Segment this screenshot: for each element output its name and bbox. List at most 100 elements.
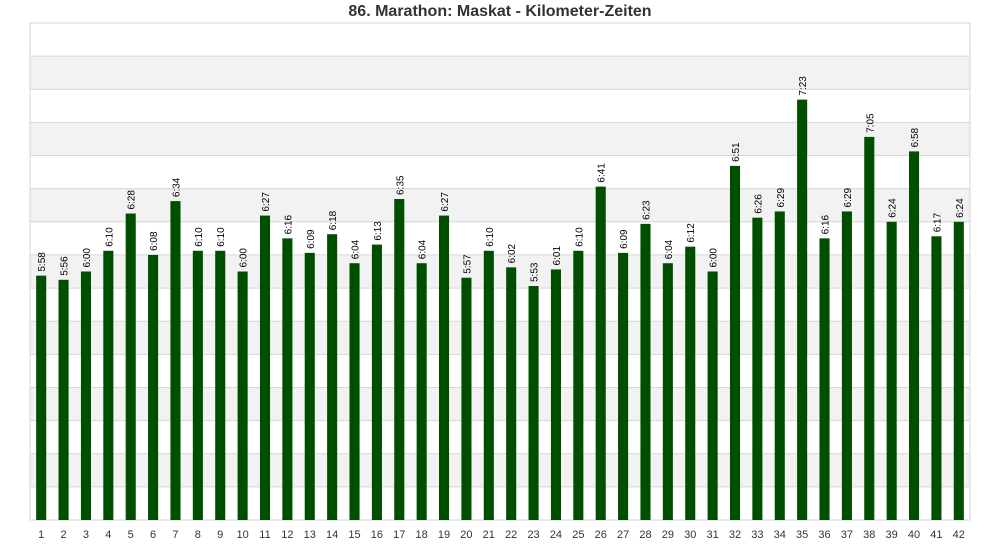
x-tick-label: 1 <box>38 529 44 541</box>
bar <box>886 221 897 521</box>
data-label: 5:53 <box>530 262 541 282</box>
data-label: 6:17 <box>932 212 943 232</box>
bar <box>841 211 852 520</box>
data-label: 7:05 <box>865 113 876 133</box>
data-label: 6:10 <box>485 227 496 247</box>
x-tick-label: 12 <box>281 529 293 541</box>
data-label: 5:57 <box>462 254 473 274</box>
data-label: 5:56 <box>60 256 71 276</box>
bar <box>416 263 427 520</box>
data-label: 6:28 <box>127 190 138 210</box>
x-tick-label: 7 <box>172 529 178 541</box>
data-label: 6:27 <box>261 192 272 212</box>
bar <box>349 263 360 520</box>
x-tick-label: 18 <box>416 529 428 541</box>
bar <box>215 250 226 520</box>
data-label: 6:01 <box>552 246 563 266</box>
x-tick-label: 14 <box>326 529 338 541</box>
bar <box>237 271 248 520</box>
x-tick-label: 39 <box>886 529 898 541</box>
bar <box>304 252 315 521</box>
data-label: 6:51 <box>731 142 742 162</box>
data-label: 6:04 <box>418 239 429 259</box>
x-tick-label: 21 <box>483 529 495 541</box>
bar <box>819 238 830 520</box>
bar <box>259 215 271 520</box>
data-label: 6:10 <box>216 227 227 247</box>
data-label: 6:29 <box>776 188 787 208</box>
x-tick-label: 11 <box>259 529 270 541</box>
data-label: 6:41 <box>597 163 608 183</box>
data-label: 6:04 <box>351 239 362 259</box>
bar <box>640 223 651 520</box>
grid-band <box>30 56 970 90</box>
bar <box>148 254 159 520</box>
bar <box>550 269 561 520</box>
data-label: 6:16 <box>283 214 294 234</box>
bar <box>461 277 472 520</box>
grid-band <box>30 387 970 421</box>
data-label: 6:13 <box>373 221 384 241</box>
x-tick-label: 27 <box>617 529 629 541</box>
data-label: 6:00 <box>239 248 250 268</box>
x-tick-label: 42 <box>953 529 965 541</box>
data-label: 6:24 <box>888 198 899 218</box>
x-tick-label: 16 <box>371 529 383 541</box>
grid-band <box>30 453 970 487</box>
bar <box>170 201 181 520</box>
bar <box>394 199 405 521</box>
data-label: 6:27 <box>440 192 451 212</box>
x-tick-label: 37 <box>841 529 853 541</box>
x-tick-label: 40 <box>908 529 920 541</box>
x-tick-label: 2 <box>61 529 67 541</box>
x-tick-label: 22 <box>505 529 517 541</box>
x-tick-label: 6 <box>150 529 156 541</box>
x-tick-label: 36 <box>818 529 830 541</box>
x-tick-label: 8 <box>195 529 201 541</box>
x-tick-label: 33 <box>751 529 763 541</box>
x-tick-label: 32 <box>729 529 741 541</box>
data-label: 6:35 <box>395 175 406 195</box>
grid-band <box>30 321 970 355</box>
bar <box>685 246 696 520</box>
bar <box>483 250 494 520</box>
x-tick-label: 28 <box>639 529 651 541</box>
x-tick-label: 24 <box>550 529 562 541</box>
x-tick-label: 17 <box>393 529 405 541</box>
x-tick-label: 10 <box>236 529 248 541</box>
grid-band <box>30 122 970 156</box>
plot-frame <box>29 22 971 521</box>
bar <box>797 99 808 520</box>
x-tick-label: 20 <box>460 529 472 541</box>
x-tick-label: 15 <box>348 529 360 541</box>
x-tick-label: 13 <box>304 529 316 541</box>
data-label: 6:16 <box>821 214 832 234</box>
grid-band <box>30 254 970 289</box>
bar <box>506 267 517 520</box>
bar <box>662 263 673 520</box>
data-label: 6:09 <box>619 229 630 249</box>
data-label: 6:10 <box>194 227 205 247</box>
x-tick-label: 30 <box>684 529 696 541</box>
bar <box>80 271 91 520</box>
bar <box>953 221 964 521</box>
x-tick-label: 38 <box>863 529 875 541</box>
x-tick-label: 34 <box>774 529 786 541</box>
data-label: 6:12 <box>686 223 697 243</box>
data-label: 6:04 <box>664 239 675 259</box>
bar <box>595 186 606 521</box>
data-label: 6:23 <box>641 200 652 220</box>
x-tick-label: 29 <box>662 529 674 541</box>
data-label: 6:34 <box>171 177 182 197</box>
x-tick-label: 35 <box>796 529 808 541</box>
bar <box>439 215 450 520</box>
data-label: 6:18 <box>328 210 339 230</box>
bar <box>573 250 584 520</box>
data-label: 6:10 <box>574 227 585 247</box>
bar <box>774 211 785 520</box>
grid-band <box>30 188 970 222</box>
data-label: 6:00 <box>709 248 720 268</box>
data-label: 5:58 <box>37 252 48 272</box>
